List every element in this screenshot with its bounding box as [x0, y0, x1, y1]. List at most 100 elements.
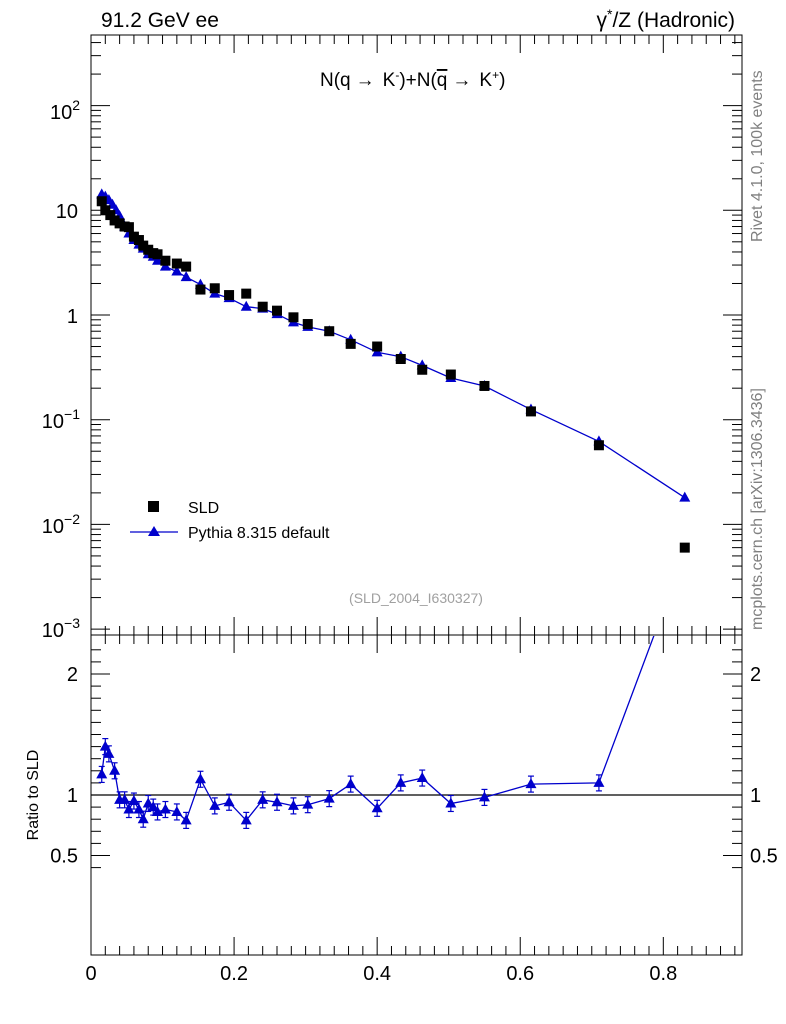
data-point-sld [525, 406, 536, 417]
data-point-pythia [171, 265, 183, 276]
ratio-point-pythia [240, 814, 252, 825]
data-point-sld [324, 326, 335, 337]
y-tick-label-0.01: 10−2 [42, 511, 80, 538]
data-point-sld [372, 341, 383, 352]
y-tick-label-0.1: 10−1 [42, 406, 80, 433]
data-point-sld [133, 235, 144, 246]
ratio-point-pythia [147, 801, 159, 812]
side-text-upper: Rivet 4.1.0, 100k events [749, 70, 766, 242]
x-tick-label: 0.2 [220, 963, 248, 985]
analysis-id: (SLD_2004_I630327) [349, 590, 483, 606]
data-point-sld [105, 210, 116, 221]
legend-marker-sld [148, 501, 159, 512]
y-tick-label-1: 1 [67, 306, 78, 328]
ratio-point-pythia [223, 796, 235, 807]
data-point-sld [138, 240, 149, 251]
ratio-point-pythia [137, 813, 149, 824]
data-point-sld [241, 288, 252, 299]
data-point-sld [395, 353, 406, 364]
side-text-lower: mcplots.cern.ch [arXiv:1306.3436] [749, 388, 766, 630]
series-line-pythia [101, 193, 686, 499]
y-tick-label-100: 102 [50, 97, 80, 124]
ratio-point-pythia [271, 796, 283, 807]
ratio-ytick-label: 2 [67, 664, 78, 686]
ratio-ytick-label: 1 [67, 785, 78, 807]
ratio-point-pythia [109, 764, 121, 775]
ratio-point-pythia [257, 793, 269, 804]
ratio-ytick-label-right: 1 [750, 785, 761, 807]
ratio-point-pythia [416, 772, 428, 783]
legend-label-pythia: Pythia 8.315 default [188, 525, 330, 542]
legend: SLD Pythia 8.315 default [130, 500, 330, 542]
data-point-sld [479, 380, 490, 391]
legend-marker-pythia [148, 526, 160, 536]
x-tick-label: 0 [85, 963, 96, 985]
ratio-point-pythia [171, 805, 183, 816]
data-point-sld [345, 338, 356, 349]
data-point-sld [593, 440, 604, 451]
data-point-sld [224, 290, 235, 301]
ratio-point-pythia [287, 799, 299, 810]
ratio-ytick-label-right: 2 [750, 664, 761, 686]
ratio-point-pythia [593, 776, 605, 787]
y-tick-label-10: 10 [56, 201, 78, 223]
ratio-point-pythia [395, 776, 407, 787]
main-y-tick-labels: 102 10 1 10−1 10−2 10−3 [42, 97, 80, 642]
ratio-point-pythia [123, 803, 135, 814]
ratio-point-pythia [525, 778, 537, 789]
ratio-ytick-label-right: 0.5 [750, 846, 778, 868]
header-left-title: 91.2 GeV ee [101, 9, 219, 32]
data-point-sld [114, 218, 125, 229]
ratio-point-pythia [445, 797, 457, 808]
ratio-ytick-label: 0.5 [50, 846, 78, 868]
ratio-point-pythia [478, 791, 490, 802]
ratio-point-pythia [103, 747, 115, 758]
data-point-sld [109, 215, 120, 226]
data-point-sld [302, 319, 313, 330]
data-point-sld [272, 305, 282, 316]
ratio-point-pythia [159, 803, 171, 814]
y-tick-label-0.001: 10−3 [42, 615, 80, 642]
data-point-sld [288, 312, 299, 323]
ratio-point-pythia [180, 814, 192, 825]
data-point-sld [417, 364, 428, 375]
legend-label-sld: SLD [188, 500, 219, 517]
data-point-sld [195, 284, 206, 295]
x-tick-label: 0.4 [363, 963, 391, 985]
ratio-point-pythia [99, 740, 111, 751]
data-point-sld [96, 196, 107, 207]
data-point-sld [152, 249, 163, 260]
data-point-sld [445, 369, 456, 380]
chart-dynamic-layer: 0 0.2 0.4 0.6 0.8 0.5 0.5 1 1 2 2 [50, 35, 778, 985]
data-point-pythia [180, 271, 192, 282]
data-point-sld [679, 542, 690, 553]
data-point-pythia [152, 254, 164, 265]
data-point-sld [143, 244, 154, 255]
ratio-point-pythia [302, 798, 314, 809]
data-point-sld [209, 283, 220, 294]
data-point-sld [160, 255, 171, 266]
x-tick-label: 0.6 [506, 963, 534, 985]
data-point-sld [181, 261, 192, 272]
ratio-point-pythia [96, 768, 108, 779]
x-tick-label: 0.8 [649, 963, 677, 985]
data-point-pythia [679, 491, 691, 502]
ratio-point-pythia [142, 797, 154, 808]
plot-label: N(q → K-)+N(q → K+) [320, 68, 505, 91]
ratio-point-pythia [345, 778, 357, 789]
ratio-point-pythia [371, 802, 383, 813]
ratio-point-pythia [209, 799, 221, 810]
data-point-sld [171, 258, 182, 269]
ratio-point-pythia [128, 795, 140, 806]
data-point-sld [100, 205, 111, 216]
ratio-line-pythia [101, 636, 655, 822]
main-plot-frame [90, 34, 743, 636]
data-point-sld [257, 301, 268, 312]
ratio-ylabel: Ratio to SLD [25, 750, 42, 841]
ratio-point-pythia [194, 773, 206, 784]
data-point-sld [123, 222, 134, 233]
ratio-point-pythia [323, 792, 335, 803]
data-point-pythia [240, 300, 252, 311]
data-point-sld [128, 231, 139, 242]
